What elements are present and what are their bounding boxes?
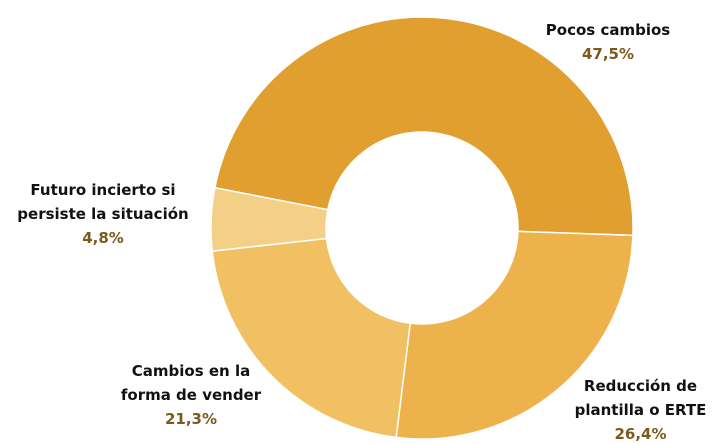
- category-label: Cambios en la forma de vender: [120, 362, 262, 404]
- slice-label: Pocos cambios 47,5%: [528, 18, 688, 66]
- value-label: 21,3%: [164, 410, 218, 428]
- slice: [213, 16, 634, 237]
- category-label: Pocos cambios: [545, 21, 671, 39]
- slice-label: Futuro incierto si persiste la situación…: [3, 178, 203, 250]
- slice-label: Reducción de plantilla o ERTE 26,4%: [568, 374, 713, 443]
- slice: [395, 230, 634, 440]
- slice: [211, 237, 412, 439]
- value-label: 47,5%: [581, 45, 635, 63]
- category-label: Reducción de plantilla o ERTE: [574, 377, 707, 419]
- category-label: Futuro incierto si persiste la situación: [17, 181, 189, 223]
- slice: [210, 186, 329, 252]
- value-label: 26,4%: [614, 425, 667, 443]
- slice-label: Cambios en la forma de vender 21,3%: [115, 359, 267, 431]
- value-label: 4,8%: [82, 229, 124, 247]
